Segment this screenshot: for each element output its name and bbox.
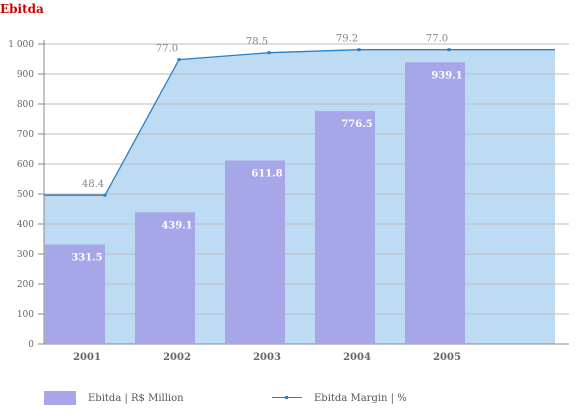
bar-label: 939.1 [431, 70, 462, 81]
bar [315, 111, 375, 344]
bar [135, 212, 195, 344]
bar-label: 776.5 [341, 119, 372, 130]
y-tick-label: 800 [17, 100, 34, 110]
y-tick-label: 500 [17, 190, 34, 200]
x-tick-label: 2001 [73, 352, 101, 363]
y-tick-label: 900 [17, 70, 34, 80]
bar-label: 331.5 [71, 253, 102, 264]
bar [225, 160, 285, 344]
legend-item-ebitda: Ebitda | R$ Million [44, 388, 184, 408]
margin-label: 77.0 [426, 34, 448, 45]
y-tick-label: 100 [17, 310, 34, 320]
x-tick-label: 2002 [163, 352, 191, 363]
y-tick-label: 400 [17, 220, 34, 230]
legend-swatch-line [272, 391, 302, 405]
margin-label: 77.0 [156, 44, 178, 55]
margin-label: 79.2 [336, 34, 358, 45]
y-tick-label: 1 000 [8, 40, 34, 50]
margin-area [44, 49, 555, 344]
x-tick-label: 2005 [433, 352, 461, 363]
x-tick-label: 2003 [253, 352, 281, 363]
margin-point [103, 193, 107, 197]
bar [45, 244, 105, 344]
margin-point [447, 48, 451, 52]
chart-title: Ebitda [0, 2, 44, 16]
legend-label-ebitda: Ebitda | R$ Million [88, 392, 184, 404]
y-tick-label: 200 [17, 280, 34, 290]
margin-label: 48.4 [82, 179, 104, 190]
y-tick-label: 300 [17, 250, 34, 260]
x-tick-label: 2004 [343, 352, 371, 363]
legend-item-margin: Ebitda Margin | % [272, 388, 407, 408]
bar-label: 439.1 [161, 220, 192, 231]
y-tick-label: 0 [28, 340, 34, 350]
y-tick-label: 600 [17, 160, 34, 170]
bar-label: 611.8 [251, 168, 282, 179]
margin-point [267, 51, 271, 55]
y-tick-label: 700 [17, 130, 34, 140]
bar [405, 62, 465, 345]
margin-label: 78.5 [246, 37, 268, 48]
legend-label-margin: Ebitda Margin | % [314, 392, 407, 404]
margin-point [177, 58, 181, 62]
legend-swatch-bar [44, 391, 76, 405]
margin-point [357, 48, 361, 52]
